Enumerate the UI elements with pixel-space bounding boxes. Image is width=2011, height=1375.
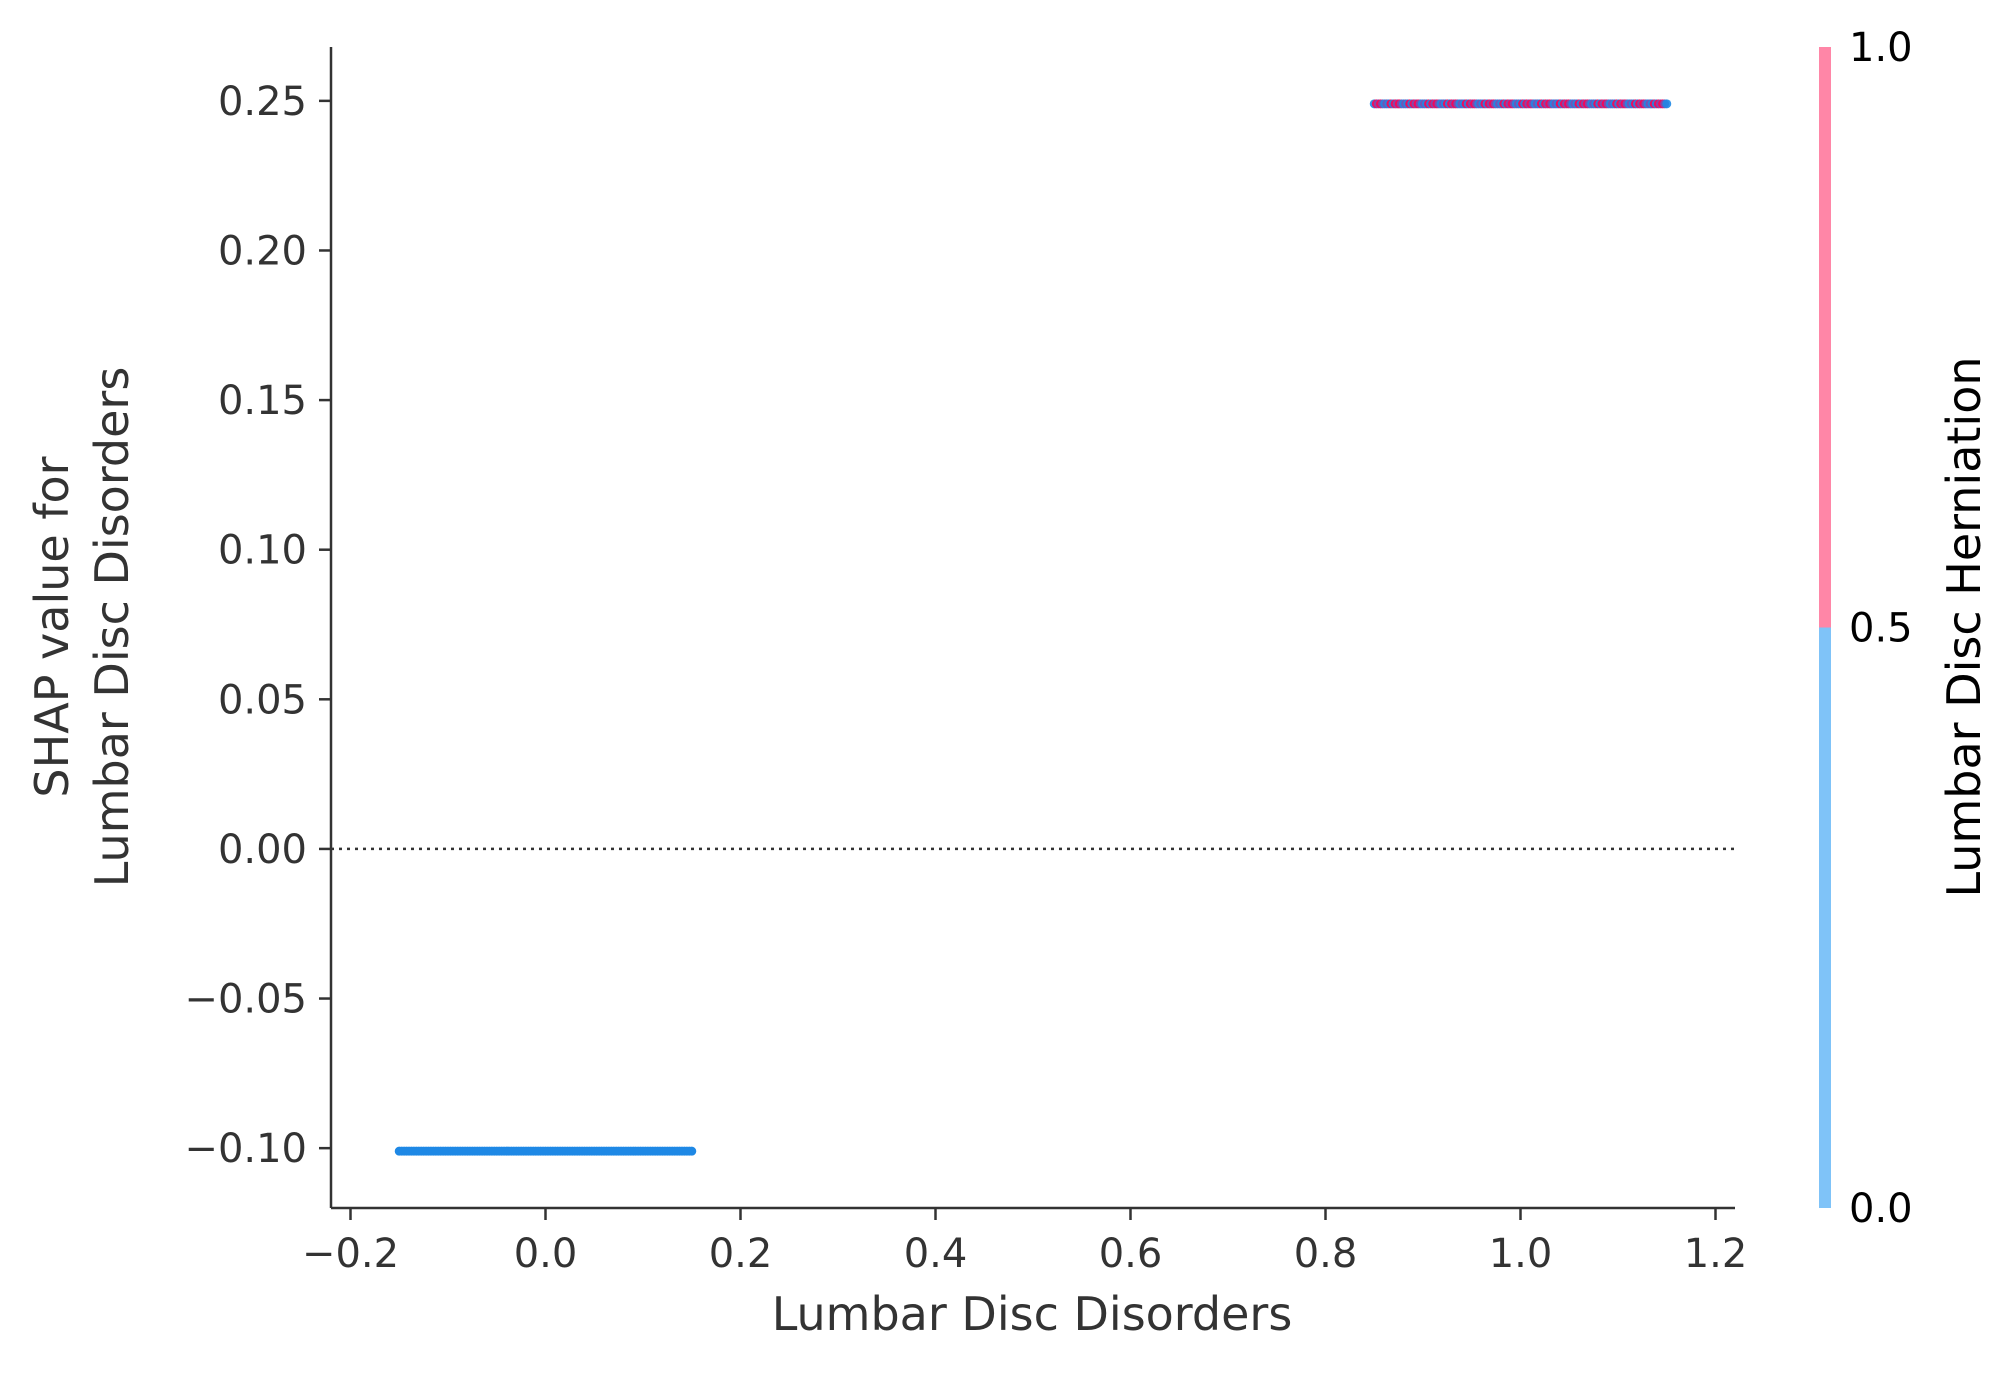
y-tick-label: 0.20 bbox=[218, 228, 307, 274]
data-point bbox=[1662, 99, 1672, 109]
colorbar-low-segment bbox=[1819, 627, 1831, 1208]
colorbar-tick-label: 0.5 bbox=[1849, 606, 1913, 652]
y-tick-label: 0.10 bbox=[218, 528, 307, 574]
colorbar: 0.0 0.5 1.0 bbox=[1819, 25, 1913, 1232]
y-tick-label: 0.05 bbox=[218, 677, 307, 723]
x-tick-label: 1.0 bbox=[1489, 1231, 1553, 1277]
data-points bbox=[394, 99, 1672, 1156]
colorbar-tick-label: 1.0 bbox=[1849, 25, 1913, 71]
colorbar-tick-label: 0.0 bbox=[1849, 1186, 1913, 1232]
x-tick-label: 0.6 bbox=[1099, 1231, 1163, 1277]
x-tick-label: 0.0 bbox=[514, 1231, 578, 1277]
x-tick-label: 1.2 bbox=[1684, 1231, 1748, 1277]
y-axis-title-line-2: Lumbar Disc Disorders bbox=[85, 367, 139, 888]
axes: −0.10 −0.05 0.00 0.05 0.10 0.15 0.20 0.25 −0.2 0.… bbox=[184, 47, 1747, 1277]
colorbar-high-segment bbox=[1819, 47, 1831, 628]
y-axis-title-line-1: SHAP value for bbox=[25, 456, 79, 797]
x-tick-label: −0.2 bbox=[302, 1231, 399, 1277]
x-tick-label: 0.2 bbox=[709, 1231, 773, 1277]
x-tick-label: 0.4 bbox=[904, 1231, 968, 1277]
y-tick-label: 0.00 bbox=[218, 827, 307, 873]
y-tick-label: −0.10 bbox=[184, 1126, 307, 1172]
y-tick-label: 0.15 bbox=[218, 378, 307, 424]
y-tick-label: 0.25 bbox=[218, 79, 307, 125]
x-tick-label: 0.8 bbox=[1294, 1231, 1358, 1277]
y-tick-label: −0.05 bbox=[184, 977, 307, 1023]
x-axis-title: Lumbar Disc Disorders bbox=[772, 1287, 1293, 1341]
data-point bbox=[687, 1146, 697, 1156]
colorbar-title: Lumbar Disc Herniation bbox=[1937, 356, 1991, 897]
